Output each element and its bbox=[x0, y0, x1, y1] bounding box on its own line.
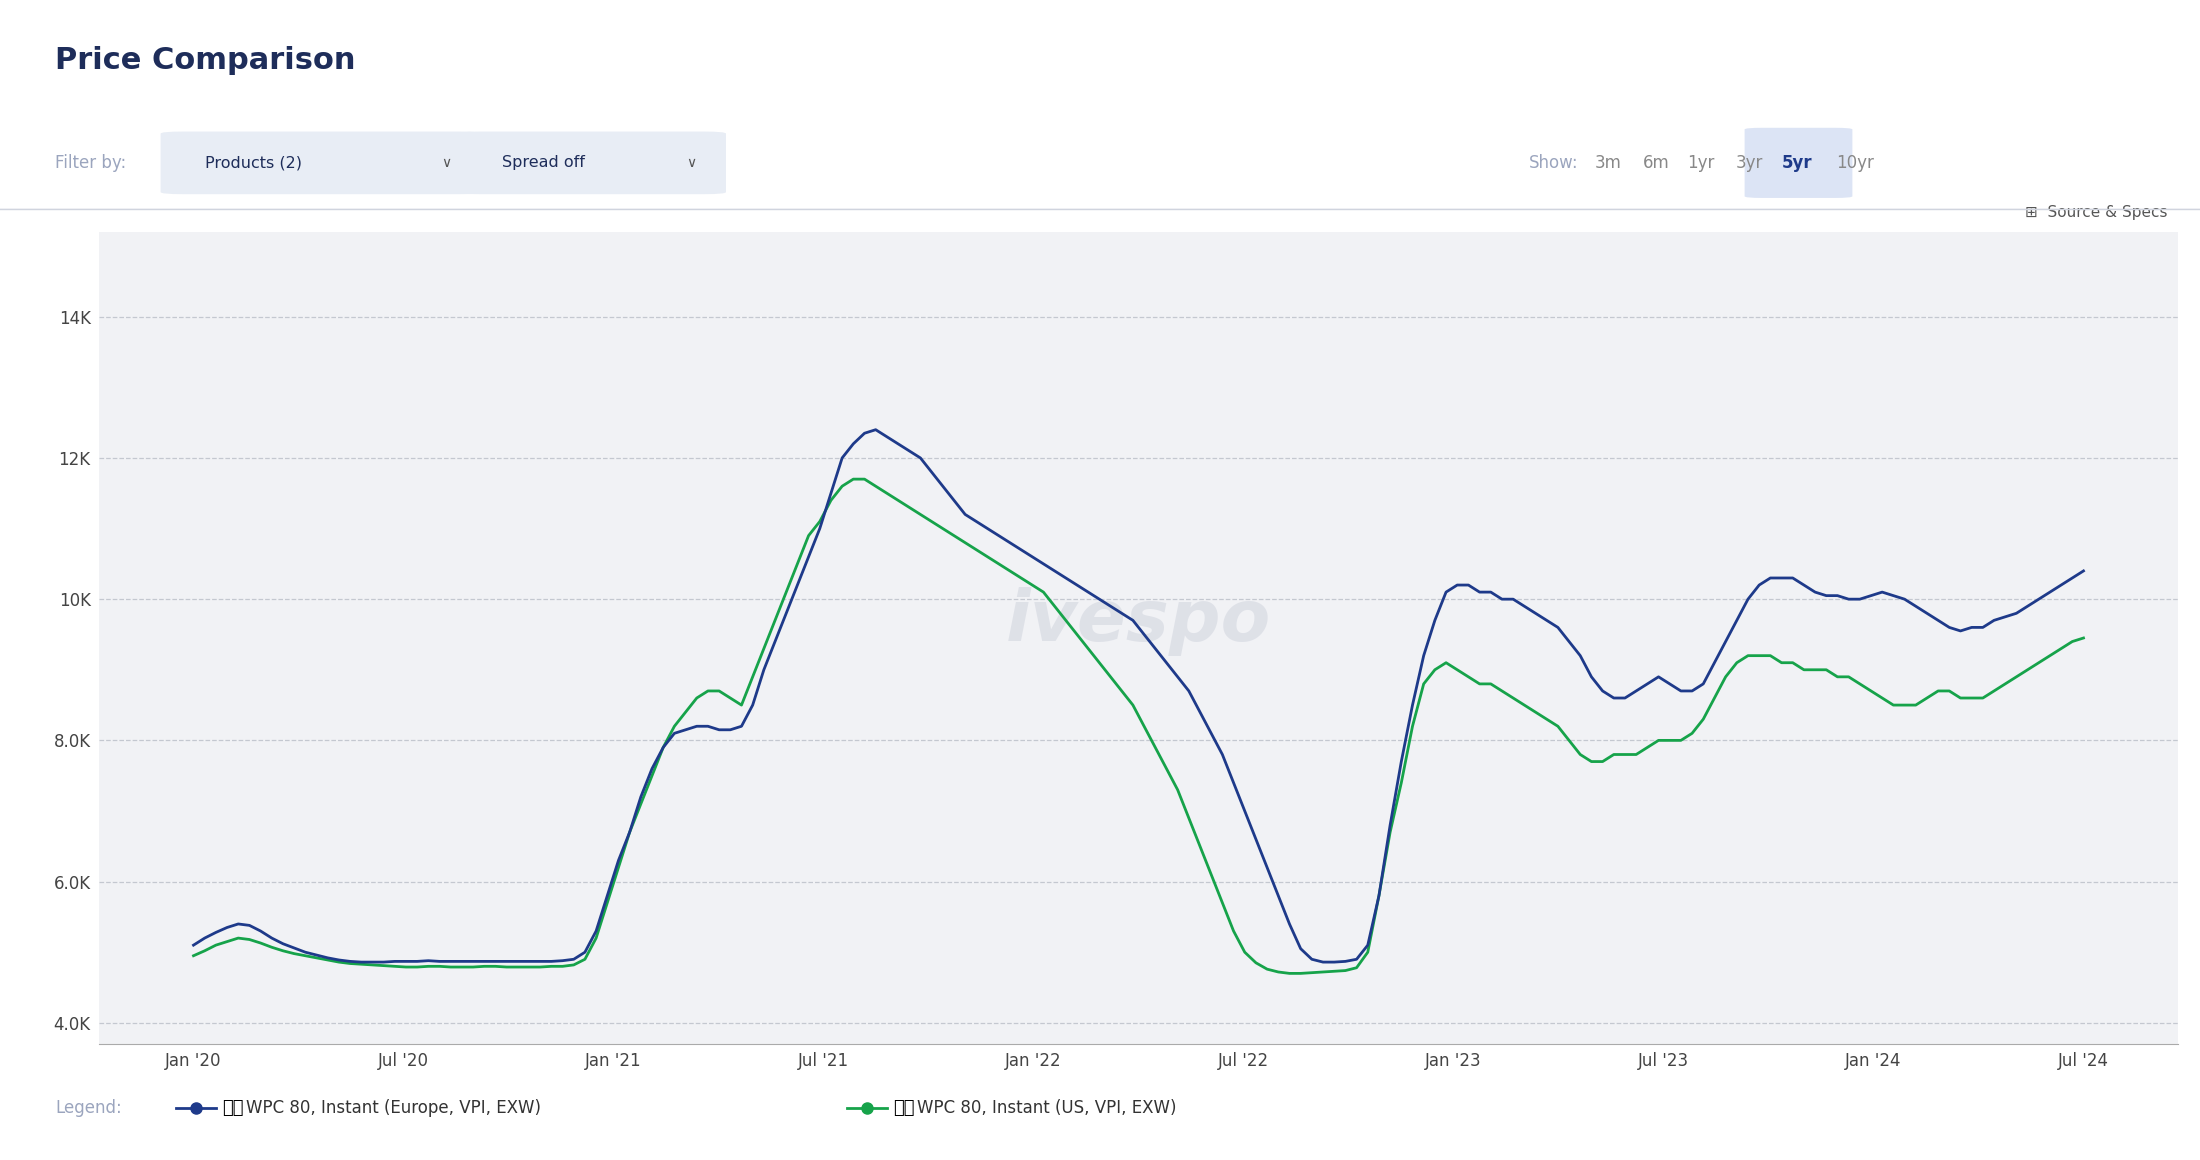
Text: WPC 80, Instant (US, VPI, EXW): WPC 80, Instant (US, VPI, EXW) bbox=[917, 1099, 1177, 1117]
Text: 3m: 3m bbox=[1595, 154, 1621, 172]
Text: 6m: 6m bbox=[1643, 154, 1670, 172]
Text: 10yr: 10yr bbox=[1835, 154, 1874, 172]
Text: Filter by:: Filter by: bbox=[55, 154, 125, 172]
Text: Show:: Show: bbox=[1529, 154, 1580, 172]
Text: 🇪🇺: 🇪🇺 bbox=[222, 1099, 244, 1117]
Text: 5yr: 5yr bbox=[1782, 154, 1813, 172]
Text: Products (2): Products (2) bbox=[205, 155, 301, 171]
Text: 🇺🇸: 🇺🇸 bbox=[893, 1099, 915, 1117]
Text: WPC 80, Instant (Europe, VPI, EXW): WPC 80, Instant (Europe, VPI, EXW) bbox=[246, 1099, 541, 1117]
Text: ⊞  Source & Specs: ⊞ Source & Specs bbox=[2026, 205, 2167, 220]
Text: 3yr: 3yr bbox=[1736, 154, 1762, 172]
Text: ∨: ∨ bbox=[442, 155, 451, 169]
Text: Spread off: Spread off bbox=[502, 155, 585, 171]
Text: ∨: ∨ bbox=[686, 155, 695, 169]
FancyBboxPatch shape bbox=[1745, 128, 1852, 198]
FancyBboxPatch shape bbox=[161, 131, 482, 194]
FancyBboxPatch shape bbox=[458, 131, 726, 194]
Text: Legend:: Legend: bbox=[55, 1099, 121, 1117]
Text: ivespo: ivespo bbox=[1005, 587, 1272, 657]
Text: Price Comparison: Price Comparison bbox=[55, 46, 356, 75]
Text: 1yr: 1yr bbox=[1687, 154, 1714, 172]
